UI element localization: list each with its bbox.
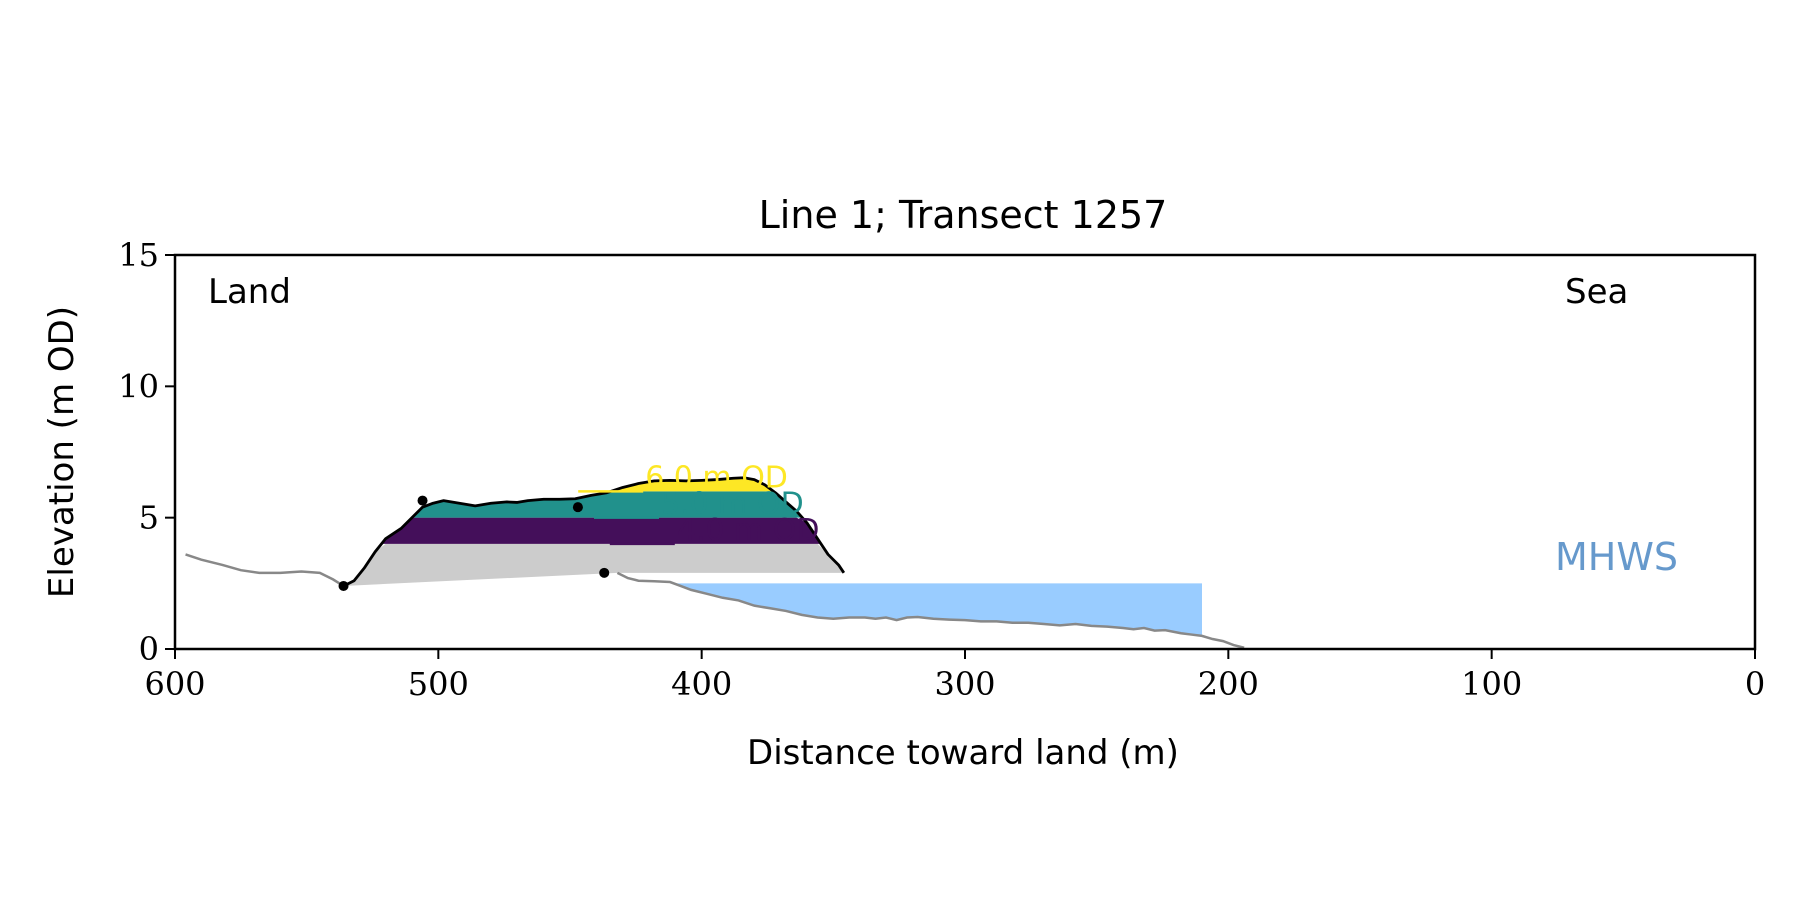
- x-tick-label: 500: [408, 665, 469, 703]
- y-tick-label: 15: [118, 236, 159, 274]
- annotation-sea: Sea: [1565, 272, 1628, 312]
- band-fill-5: [412, 491, 803, 518]
- ground-profile-line: [616, 571, 1245, 649]
- dune-marker-point: [599, 567, 610, 578]
- x-tick-label: 0: [1745, 665, 1765, 703]
- y-tick-label: 0: [139, 630, 159, 668]
- x-axis-ticks: 600 500 400 300 200 100 0: [144, 649, 1765, 703]
- ground-profile-line: [185, 553, 345, 588]
- chart-title: Line 1; Transect 1257: [759, 193, 1168, 237]
- annotation-mhws: MHWS: [1555, 535, 1678, 579]
- band-label: 4.0 m OD: [677, 513, 820, 548]
- dune-marker-point: [572, 502, 583, 513]
- dune-profile-line: [342, 476, 846, 588]
- x-tick-label: 100: [1461, 665, 1522, 703]
- mhws-water-fill: [670, 582, 1202, 649]
- x-tick-label: 200: [1198, 665, 1259, 703]
- y-tick-label: 5: [139, 499, 159, 537]
- plot-area: 4.0 m OD5.0 m OD6.0 m OD: [185, 460, 1245, 649]
- y-axis-label: Elevation (m OD): [42, 306, 82, 598]
- y-axis-ticks: 0 5 10 15: [118, 236, 175, 668]
- x-axis-label: Distance toward land (m): [747, 733, 1179, 773]
- band-fill-4: [381, 517, 822, 544]
- x-tick-label: 300: [934, 665, 995, 703]
- band-label: 5.0 m OD: [661, 487, 804, 522]
- x-tick-label: 600: [144, 665, 205, 703]
- x-tick-label: 400: [671, 665, 732, 703]
- dune-marker-point: [417, 495, 428, 506]
- band-fill-6: [610, 477, 774, 492]
- dune-marker-point: [338, 580, 349, 591]
- annotation-land: Land: [208, 272, 291, 312]
- y-tick-label: 10: [118, 367, 159, 405]
- dune-base-fill: [343, 543, 844, 586]
- band-label: 6.0 m OD: [645, 460, 788, 495]
